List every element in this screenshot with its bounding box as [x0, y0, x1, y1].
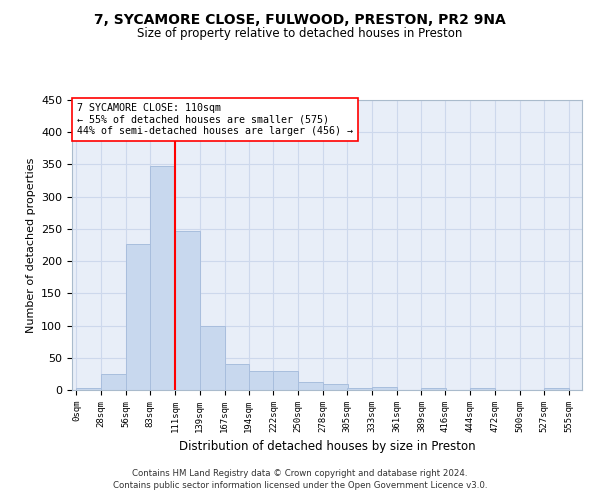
- Text: 7, SYCAMORE CLOSE, FULWOOD, PRESTON, PR2 9NA: 7, SYCAMORE CLOSE, FULWOOD, PRESTON, PR2…: [94, 12, 506, 26]
- Bar: [150, 166, 175, 390]
- Bar: [298, 382, 323, 390]
- Bar: [470, 388, 495, 390]
- Text: 7 SYCAMORE CLOSE: 110sqm
← 55% of detached houses are smaller (575)
44% of semi-: 7 SYCAMORE CLOSE: 110sqm ← 55% of detach…: [77, 103, 353, 136]
- X-axis label: Distribution of detached houses by size in Preston: Distribution of detached houses by size …: [179, 440, 475, 454]
- Bar: [224, 364, 250, 390]
- Bar: [372, 387, 397, 390]
- Bar: [323, 384, 348, 390]
- Bar: [76, 388, 101, 390]
- Text: Contains HM Land Registry data © Crown copyright and database right 2024.
Contai: Contains HM Land Registry data © Crown c…: [113, 468, 487, 490]
- Bar: [544, 388, 569, 390]
- Bar: [126, 244, 151, 390]
- Bar: [421, 388, 446, 390]
- Bar: [200, 326, 224, 390]
- Text: Size of property relative to detached houses in Preston: Size of property relative to detached ho…: [137, 28, 463, 40]
- Bar: [248, 370, 274, 390]
- Bar: [101, 374, 126, 390]
- Bar: [274, 370, 298, 390]
- Bar: [175, 231, 200, 390]
- Bar: [347, 388, 372, 390]
- Y-axis label: Number of detached properties: Number of detached properties: [26, 158, 35, 332]
